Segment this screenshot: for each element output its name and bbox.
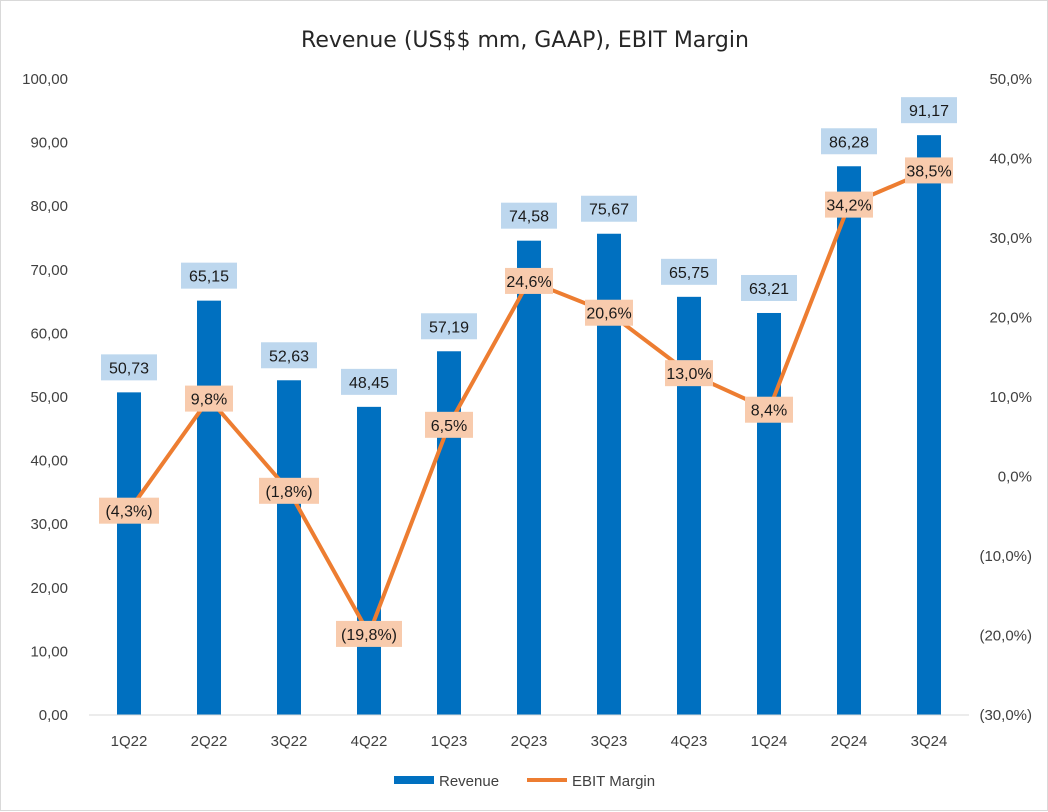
x-tick-label-3q24: 3Q24 [911, 733, 948, 750]
left-tick-label-10-00: 10,00 [30, 643, 68, 660]
revenue-bar-4q22 [357, 406, 381, 715]
ebit-label-3q23: 20,6% [586, 306, 631, 323]
ebit-label-1q24: 8,4% [751, 403, 787, 420]
ebit-label-bg-2q22 [185, 385, 233, 412]
ebit-label-4q22: (19,8%) [341, 627, 397, 644]
x-tick-label-4q23: 4Q23 [671, 733, 708, 750]
x-tick-label-3q22: 3Q22 [271, 733, 308, 750]
x-tick-label-2q22: 2Q22 [191, 733, 228, 750]
ebit-label-2q22: 9,8% [191, 392, 227, 409]
revenue-bar-2q23 [517, 240, 541, 715]
revenue-bar-3q24 [917, 135, 941, 715]
revenue-label-bg-4q23 [661, 258, 717, 285]
revenue-label-4q23: 65,75 [669, 265, 709, 282]
ebit-label-3q24: 38,5% [906, 163, 951, 180]
right-tick-label-20-0: (20,0%) [979, 628, 1032, 645]
legend-label-revenue: Revenue [439, 773, 499, 790]
revenue-label-4q22: 48,45 [349, 375, 389, 392]
revenue-bar-2q24 [837, 166, 861, 715]
right-tick-label-30-0: (30,0%) [979, 707, 1032, 724]
right-tick-label-20-0: 20,0% [989, 310, 1032, 327]
revenue-label-bg-2q22 [181, 262, 237, 289]
revenue-label-bg-1q22 [101, 354, 157, 381]
ebit-label-bg-4q23 [665, 360, 713, 387]
left-tick-label-40-00: 40,00 [30, 453, 68, 470]
revenue-label-2q22: 65,15 [189, 269, 229, 286]
ebit-label-bg-3q24 [905, 157, 953, 184]
ebit-label-2q24: 34,2% [826, 198, 871, 215]
left-tick-label-50-00: 50,00 [30, 389, 68, 406]
legend: Revenue EBIT Margin [394, 773, 655, 790]
ebit-label-bg-4q22 [336, 620, 402, 647]
revenue-data-labels: 50,73 65,15 52,63 48,45 57,19 74,58 75,67 65,75… [101, 97, 957, 395]
ebit-label-bg-2q23 [505, 267, 553, 294]
left-tick-label-90-00: 90,00 [30, 135, 68, 152]
ebit-label-bg-3q22 [259, 477, 319, 504]
revenue-label-bg-1q23 [421, 313, 477, 340]
left-tick-label-80-00: 80,00 [30, 198, 68, 215]
left-tick-label-0-00: 0,00 [39, 707, 68, 724]
left-tick-label-20-00: 20,00 [30, 580, 68, 597]
revenue-label-3q24: 91,17 [909, 103, 949, 120]
x-tick-label-4q22: 4Q22 [351, 733, 388, 750]
revenue-bar-1q22 [117, 392, 141, 715]
legend-label-ebit-margin: EBIT Margin [572, 773, 655, 790]
x-tick-label-3q23: 3Q23 [591, 733, 628, 750]
revenue-label-2q23: 74,58 [509, 209, 549, 226]
ebit-label-bg-1q22 [99, 497, 159, 524]
ebit-label-1q23: 6,5% [431, 418, 467, 435]
revenue-label-bg-4q22 [341, 368, 397, 395]
left-tick-label-60-00: 60,00 [30, 325, 68, 342]
x-axis-ticks: 1Q22 2Q22 3Q22 4Q22 1Q23 2Q23 3Q23 4Q23 1Q24 2Q24… [111, 733, 948, 750]
left-tick-label-30-00: 30,00 [30, 516, 68, 533]
revenue-label-bg-2q23 [501, 202, 557, 229]
revenue-label-bg-3q22 [261, 342, 317, 369]
x-tick-label-1q23: 1Q23 [431, 733, 468, 750]
revenue-label-1q22: 50,73 [109, 360, 149, 377]
right-axis: (30,0%) (20,0%) (10,0%) 0,0% 10,0% 20,0% 30,0%… [979, 71, 1032, 724]
ebit-label-bg-2q24 [825, 191, 873, 218]
x-tick-label-2q23: 2Q23 [511, 733, 548, 750]
x-tick-label-1q22: 1Q22 [111, 733, 148, 750]
revenue-label-3q23: 75,67 [589, 202, 629, 219]
revenue-bar-2q22 [197, 300, 221, 715]
right-tick-label-40-0: 40,0% [989, 151, 1032, 168]
chart-title: Revenue (US$$ mm, GAAP), EBIT Margin [301, 28, 749, 53]
revenue-label-2q24: 86,28 [829, 134, 869, 151]
revenue-label-bg-1q24 [741, 274, 797, 301]
ebit-label-4q23: 13,0% [666, 366, 711, 383]
x-tick-label-2q24: 2Q24 [831, 733, 868, 750]
revenue-label-bg-2q24 [821, 128, 877, 155]
revenue-label-1q23: 57,19 [429, 319, 469, 336]
right-tick-label-30-0: 30,0% [989, 230, 1032, 247]
revenue-bar-1q24 [757, 312, 781, 715]
revenue-label-bg-3q24 [901, 97, 957, 124]
x-tick-label-1q24: 1Q24 [751, 733, 788, 750]
revenue-label-3q22: 52,63 [269, 348, 309, 365]
ebit-label-bg-1q23 [425, 411, 473, 438]
ebit-label-2q23: 24,6% [506, 274, 551, 291]
right-tick-label-10-0: (10,0%) [979, 548, 1032, 565]
revenue-bars [117, 135, 941, 715]
ebit-label-3q22: (1,8%) [265, 484, 312, 501]
right-tick-label-50-0: 50,0% [989, 71, 1032, 88]
right-tick-label-0-0: 0,0% [998, 469, 1032, 486]
left-tick-label-100-00: 100,00 [22, 71, 68, 88]
revenue-bar-4q23 [677, 296, 701, 715]
revenue-label-bg-3q23 [581, 195, 637, 222]
revenue-label-1q24: 63,21 [749, 281, 789, 298]
ebit-label-bg-3q23 [585, 299, 633, 326]
right-tick-label-10-0: 10,0% [989, 389, 1032, 406]
legend-swatch-revenue [394, 776, 434, 784]
ebit-label-bg-1q24 [745, 396, 793, 423]
ebit-label-1q22: (4,3%) [105, 504, 152, 521]
left-axis: 0,00 10,00 20,00 30,00 40,00 50,00 60,00 70,00 8… [22, 71, 68, 724]
ebit-margin-data-labels: (4,3%) 9,8% (1,8%) (19,8%) 6,5% 24,6% 20,6% 13,… [99, 157, 953, 647]
revenue-bar-3q22 [277, 380, 301, 715]
left-tick-label-70-00: 70,00 [30, 262, 68, 279]
